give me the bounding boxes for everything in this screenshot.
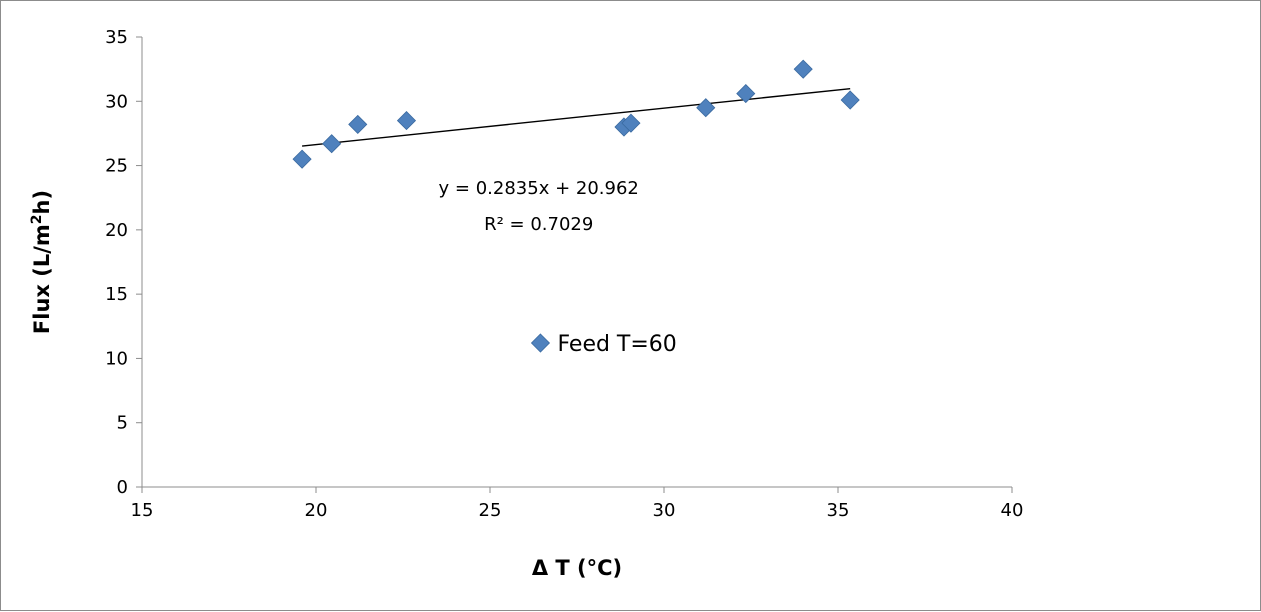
x-tick-label: 15 — [131, 500, 154, 521]
y-tick-label: 10 — [105, 348, 128, 369]
data-point — [840, 90, 860, 110]
y-tick-label: 25 — [105, 156, 128, 177]
x-ticks: 15 20 25 30 35 40 — [131, 487, 1024, 521]
data-point — [793, 59, 813, 79]
trendline-r-squared: R² = 0.7029 — [484, 214, 593, 235]
y-tick-label: 5 — [117, 413, 128, 434]
x-tick-label: 35 — [827, 500, 850, 521]
y-axis-title-part: h) — [30, 190, 54, 215]
y-tick-label: 20 — [105, 220, 128, 241]
data-point — [348, 114, 368, 134]
trendline-equation: y = 0.2835x + 20.962 — [439, 178, 639, 199]
data-points — [292, 59, 860, 169]
data-point — [292, 149, 312, 169]
y-tick-label: 15 — [105, 284, 128, 305]
data-point — [736, 84, 756, 104]
x-tick-label: 20 — [305, 500, 328, 521]
y-tick-label: 30 — [105, 91, 128, 112]
legend-label: Feed T=60 — [557, 332, 676, 357]
x-tick-label: 25 — [479, 500, 502, 521]
y-tick-label: 35 — [105, 27, 128, 48]
y-tick-label: 0 — [117, 477, 128, 498]
x-axis-title: Δ T (°C) — [532, 556, 622, 580]
y-ticks: 0 5 10 15 20 25 30 35 — [105, 27, 142, 498]
data-point — [322, 134, 342, 154]
legend-marker-diamond — [530, 333, 551, 353]
trendline — [302, 87, 851, 147]
x-tick-label: 40 — [1001, 500, 1024, 521]
y-axis-title: Flux (L/m2h) — [29, 190, 54, 334]
legend: Feed T=60 — [530, 332, 677, 357]
x-tick-label: 30 — [653, 500, 676, 521]
data-point — [396, 111, 417, 131]
data-point — [696, 98, 716, 118]
data-point — [621, 113, 641, 133]
y-axis-title-superscript: 2 — [29, 214, 45, 224]
y-axis-title-part: Flux (L/m — [30, 224, 54, 334]
axes — [141, 37, 1012, 488]
